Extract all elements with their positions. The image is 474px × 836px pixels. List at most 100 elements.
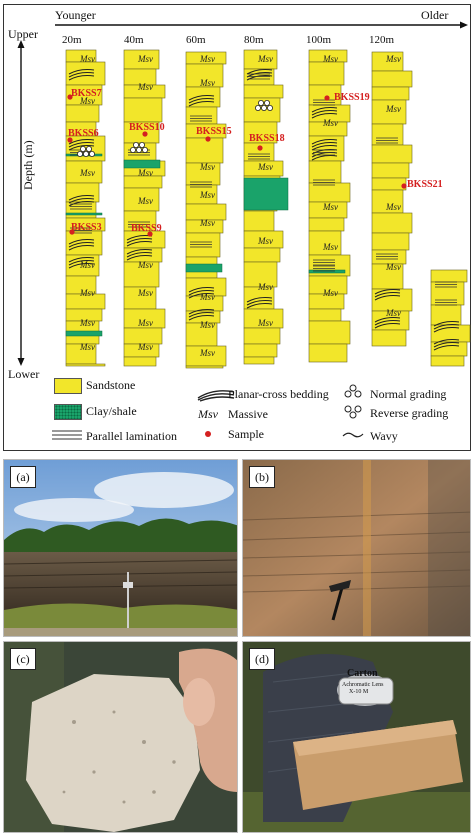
sandstone-bed (243, 343, 278, 358)
column-label-20m: 20m (62, 34, 82, 46)
clay-band (65, 330, 103, 337)
sandstone-bed (308, 182, 351, 203)
loupe-lens-label: Achromatic Lens (342, 682, 384, 688)
photo-c-image (4, 642, 237, 832)
photo-c-tag: (c) (10, 648, 36, 670)
legend-sandstone-swatch (54, 378, 82, 394)
legend-massive-code: Msv (198, 407, 218, 421)
sandstone-bed (308, 320, 351, 345)
photo-a-outcrop: (a) (3, 459, 238, 637)
clay-band (65, 212, 103, 216)
sandstone-bed (185, 137, 224, 164)
photo-b-bedding: (b) (242, 459, 471, 637)
sandstone-bed (430, 355, 465, 367)
cross-bedding-mark (374, 320, 401, 326)
massive-code: Msv (385, 262, 401, 272)
sandstone-bed (371, 86, 410, 101)
cross-bedding-mark (68, 195, 95, 201)
cross-bedding-mark (374, 317, 401, 323)
massive-code: Msv (257, 54, 273, 64)
grading-symbol (266, 105, 273, 112)
legend-normal-grading-label: Normal grading (370, 387, 447, 401)
massive-code: Msv (79, 96, 95, 106)
massive-code: Msv (199, 320, 215, 330)
cross-bedding-mark (311, 139, 338, 145)
massive-code: Msv (199, 78, 215, 88)
sandstone-bed (430, 281, 465, 306)
cross-bedding-mark (188, 95, 215, 101)
massive-code: Msv (385, 308, 401, 318)
sandstone-bed (123, 261, 160, 288)
loupe-model-label: X-10 M (349, 689, 369, 695)
cross-bedding-mark (246, 300, 273, 306)
cross-bedding-mark (68, 242, 95, 248)
sandstone-bed (371, 232, 410, 251)
legend-sample-label: Sample (228, 427, 264, 441)
sample-label-bkss18: BKSS18 (249, 133, 285, 144)
sample-dot (147, 231, 153, 237)
sandstone-bed (308, 230, 342, 256)
legend-clay-swatch (54, 404, 82, 420)
massive-code: Msv (137, 342, 153, 352)
sandstone-bed (65, 104, 100, 123)
cross-bedding-mark (188, 101, 215, 107)
sandstone-bed (243, 327, 281, 345)
sample-dot (324, 95, 330, 101)
upper-label: Upper (8, 27, 38, 41)
legend-wavy-label: Wavy (370, 429, 398, 443)
grading-symbol (83, 150, 90, 157)
photo-b-image (243, 460, 470, 636)
cross-bedding-mark (374, 295, 401, 301)
massive-code: Msv (257, 282, 273, 292)
younger-label: Younger (55, 8, 96, 22)
grading-symbol (135, 146, 142, 153)
massive-code: Msv (322, 118, 338, 128)
sandstone-bed (371, 144, 413, 164)
massive-code: Msv (137, 318, 153, 328)
massive-code: Msv (385, 54, 401, 64)
cross-bedding-mark (126, 255, 153, 261)
legend-reverse-grading-icon (344, 405, 362, 419)
legend-normal-grading-icon (344, 384, 362, 398)
clay-band (123, 159, 161, 169)
massive-code: Msv (137, 260, 153, 270)
cross-bedding-mark (126, 252, 153, 258)
massive-code: Msv (79, 260, 95, 270)
sample-dot (257, 145, 263, 151)
cross-bedding-mark (68, 257, 95, 263)
sandstone-bed (123, 97, 163, 123)
massive-code: Msv (322, 54, 338, 64)
sandstone-bed (371, 99, 407, 125)
column-label-60m: 60m (186, 34, 206, 46)
legend-sample-dot (205, 431, 211, 437)
sandstone-bed (308, 61, 345, 86)
sandstone-bed (308, 308, 342, 322)
cross-bedding-mark (188, 309, 215, 315)
legend-reverse-grading-label: Reverse grading (370, 406, 449, 420)
clay-band (185, 263, 223, 273)
cross-bedding-mark (188, 293, 215, 299)
sandstone-bed (430, 269, 468, 283)
cross-bedding-mark (374, 323, 401, 329)
massive-code: Msv (322, 242, 338, 252)
column-label-120m: 120m (369, 34, 395, 46)
cross-bedding-mark (126, 241, 153, 247)
cross-bedding-mark (68, 139, 95, 145)
photo-a-image (4, 460, 237, 636)
massive-code: Msv (199, 292, 215, 302)
sandstone-bed (65, 363, 106, 367)
massive-code: Msv (137, 288, 153, 298)
massive-code: Msv (199, 348, 215, 358)
cross-bedding-mark (68, 260, 95, 266)
massive-code: Msv (79, 318, 95, 328)
sandstone-bed (243, 210, 275, 232)
massive-code: Msv (79, 54, 95, 64)
photo-d-image (243, 642, 470, 832)
legend-parallel-icon (52, 430, 82, 440)
sandstone-bed (123, 356, 157, 367)
cross-bedding-mark (68, 75, 95, 81)
massive-code: Msv (79, 342, 95, 352)
grading-symbol (80, 145, 87, 152)
massive-code: Msv (79, 288, 95, 298)
